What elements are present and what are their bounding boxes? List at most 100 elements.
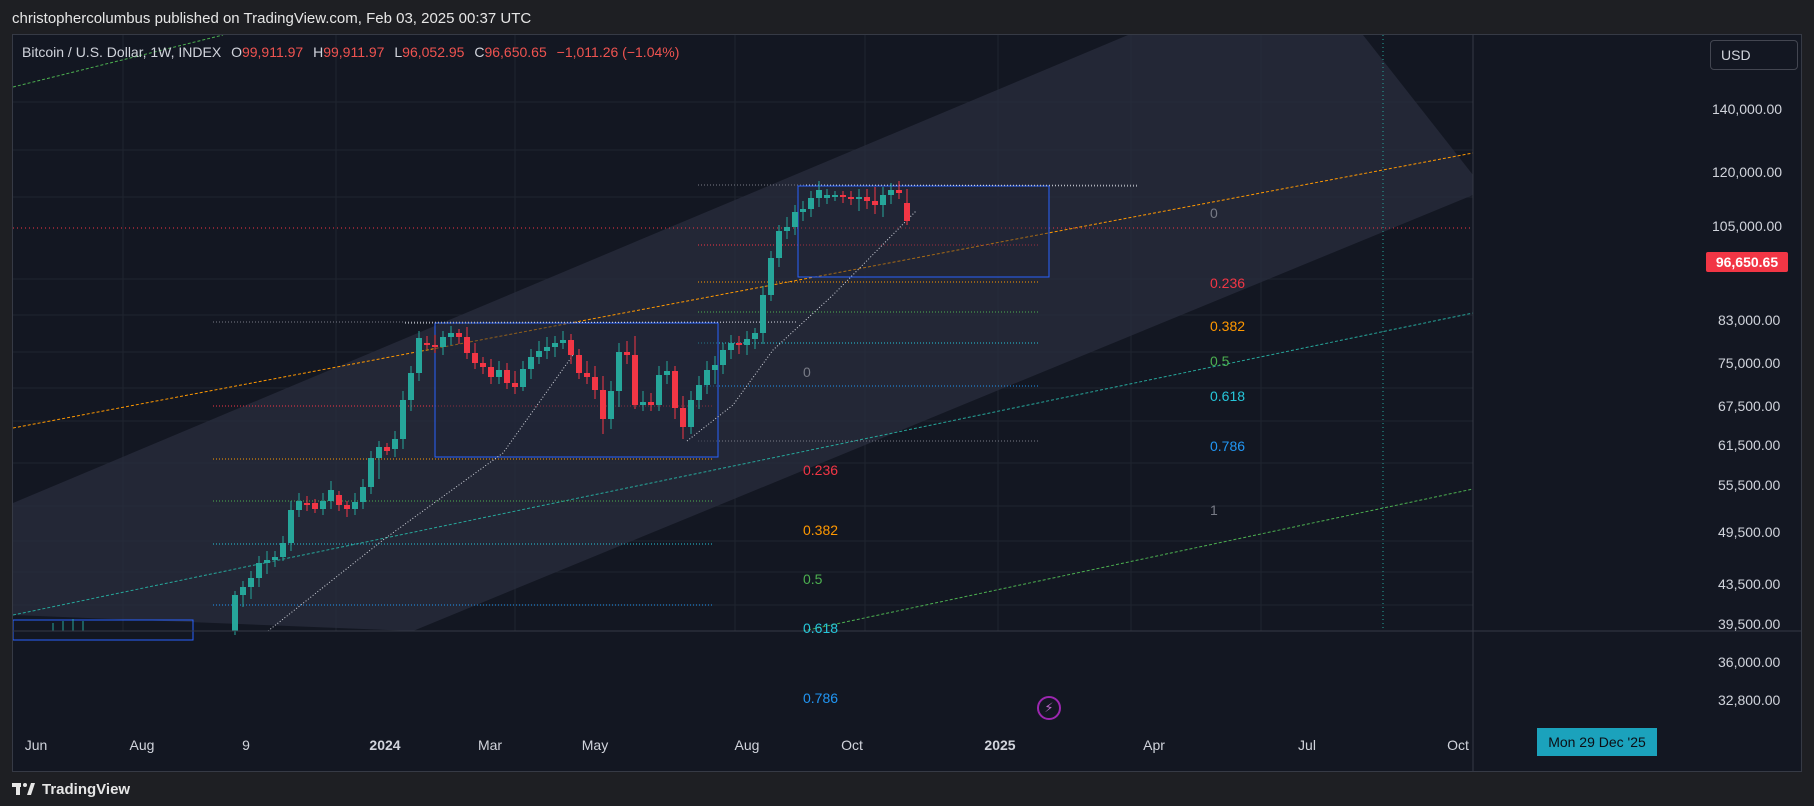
time-tick: Jun <box>24 737 48 753</box>
candle-body <box>768 258 774 295</box>
candle-body <box>296 501 302 510</box>
candle-body <box>464 337 470 353</box>
green-trendline-top[interactable] <box>13 35 224 88</box>
low-key: L <box>394 44 403 60</box>
candle-body <box>312 503 318 509</box>
close-key: C <box>474 44 485 60</box>
low-value: 96,052.95 <box>402 44 465 60</box>
fib-upper-label-0382: 0.382 <box>1210 318 1246 334</box>
candle-body <box>248 578 254 587</box>
fib-lower-label-0786: 0.786 <box>803 690 839 706</box>
symbol-name: Bitcoin / U.S. Dollar, 1W, INDEX <box>22 44 222 60</box>
dotted-ath-line-2 <box>805 184 1139 187</box>
fib-upper-label-0: 0 <box>1210 205 1218 221</box>
candle-body <box>648 402 654 405</box>
candle-body <box>776 231 782 258</box>
candle-body <box>784 227 790 231</box>
green-trendline-bottom[interactable] <box>802 488 1474 632</box>
price-tick: 36,000.00 <box>1718 654 1781 670</box>
price-tick: 32,800.00 <box>1718 692 1781 708</box>
fib-lower-label-0382: 0.382 <box>803 522 839 538</box>
candle-body <box>512 383 518 387</box>
candle-body <box>704 370 710 385</box>
candle-body <box>256 563 262 578</box>
price-tick: 75,000.00 <box>1718 355 1781 371</box>
price-tick: 55,500.00 <box>1718 477 1781 493</box>
fib-upper-label-0618: 0.618 <box>1210 388 1246 404</box>
crosshair-date-tag: Mon 29 Dec '25 <box>1537 728 1657 756</box>
high-value: 99,911.97 <box>323 44 385 60</box>
candle-body <box>232 595 238 631</box>
time-tick: Jul <box>1298 737 1316 753</box>
tradingview-logo[interactable]: TradingView <box>12 778 130 800</box>
candle-body <box>664 371 670 375</box>
candle-body <box>264 560 270 563</box>
candle-body <box>536 351 542 357</box>
candle-body <box>288 510 294 543</box>
candle-body <box>872 201 878 205</box>
candle-body <box>504 370 510 383</box>
candle-body <box>352 502 358 509</box>
price-tick: 61,500.00 <box>1718 437 1781 453</box>
candle-body <box>760 295 766 333</box>
time-tick: Aug <box>129 737 155 753</box>
candle-body <box>832 195 838 197</box>
candle-body <box>672 371 678 408</box>
candle-body <box>336 495 342 505</box>
candle-body <box>416 338 422 373</box>
fib-upper-label-0236: 0.236 <box>1210 275 1246 291</box>
regression-channel[interactable] <box>13 35 1473 631</box>
open-key: O <box>231 44 242 60</box>
candle-body <box>896 190 902 193</box>
left-candles <box>52 619 84 631</box>
candles <box>232 181 910 635</box>
lightning-icon[interactable]: ⚡ <box>1037 696 1061 720</box>
orange-trendline[interactable] <box>13 152 1474 429</box>
candle-body <box>608 391 614 419</box>
candle-body <box>808 198 814 209</box>
last-price-tag: 96,650.65 <box>1706 252 1788 272</box>
candle-body <box>552 343 558 347</box>
fib-upper-label-05: 0.5 <box>1210 353 1230 369</box>
candle-body <box>840 195 846 197</box>
price-tick: 49,500.00 <box>1718 524 1781 540</box>
candle-body <box>864 197 870 201</box>
range-box-upper[interactable] <box>797 185 1050 278</box>
candle-body <box>744 339 750 345</box>
candle-body <box>720 350 726 365</box>
candle-body <box>304 503 310 505</box>
candle-body <box>448 333 454 337</box>
candle-body <box>384 447 390 451</box>
candle-body <box>592 377 598 390</box>
candle-body <box>272 557 278 560</box>
fib-lower-label-05: 0.5 <box>803 571 823 587</box>
dotted-ath-line <box>404 321 799 324</box>
chart-area[interactable] <box>12 34 1802 772</box>
candle-body <box>544 347 550 351</box>
fib-upper-label-1: 1 <box>1210 502 1218 518</box>
range-box-left[interactable] <box>13 619 194 641</box>
candle-body <box>360 487 366 502</box>
candle-body <box>632 355 638 405</box>
candle-body <box>792 212 798 227</box>
range-box-lower[interactable] <box>434 322 719 458</box>
price-tick: 83,000.00 <box>1718 312 1781 328</box>
time-tick: Oct <box>841 737 863 753</box>
candle-body <box>848 197 854 199</box>
candle-body <box>392 439 398 449</box>
candle-body <box>576 355 582 373</box>
footer-bar <box>0 772 1814 806</box>
candle-body <box>488 367 494 377</box>
candle-body <box>600 390 606 419</box>
candle-body <box>712 365 718 370</box>
chart-canvas[interactable] <box>13 35 1802 772</box>
candle-body <box>440 337 446 347</box>
change-value: −1,011.26 (−1.04%) <box>556 44 680 60</box>
time-tick: 9 <box>242 737 250 753</box>
candle-body <box>680 408 686 427</box>
currency-button[interactable]: USD <box>1710 40 1798 70</box>
teal-trendline[interactable] <box>13 312 1474 616</box>
fib-lower-label-0618: 0.618 <box>803 620 839 636</box>
candle-body <box>688 400 694 427</box>
close-value: 96,650.65 <box>484 44 547 60</box>
